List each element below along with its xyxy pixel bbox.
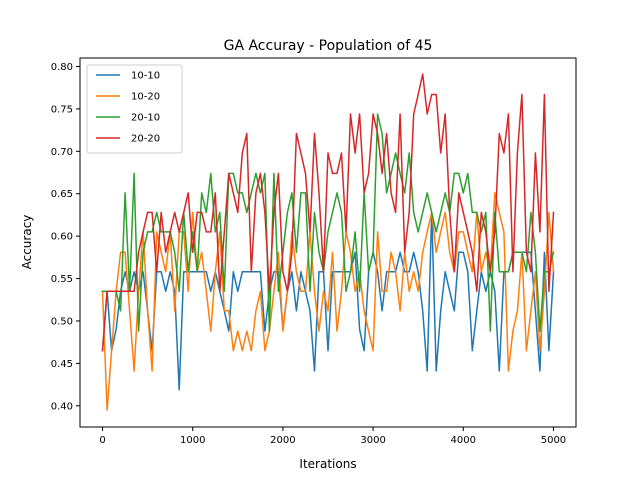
x-tick-label: 0 [99, 435, 105, 446]
y-tick-label: 0.50 [51, 316, 73, 327]
series-line-10-10 [101, 211, 555, 391]
series-line-10-20 [101, 192, 555, 411]
y-tick-label: 0.60 [51, 232, 73, 243]
y-tick-label: 0.55 [51, 274, 73, 285]
series-line-20-20 [101, 73, 555, 352]
legend-label-10-10: 10-10 [131, 71, 160, 82]
y-tick-label: 0.45 [51, 359, 73, 370]
y-tick-label: 0.65 [51, 189, 73, 200]
y-axis-ticks: 0.40 0.45 0.50 0.55 0.60 0.65 0.70 0.75 0.80 [51, 62, 80, 412]
y-tick-label: 0.70 [51, 147, 73, 158]
y-axis-label: Accuracy [20, 215, 34, 270]
legend: 10-10 10-20 20-10 20-20 [86, 64, 183, 154]
x-tick-label: 4000 [451, 435, 476, 446]
x-tick-label: 2000 [270, 435, 295, 446]
x-axis-label: Iterations [299, 457, 356, 471]
x-tick-label: 1000 [180, 435, 205, 446]
legend-label-10-20: 10-20 [131, 92, 160, 103]
x-tick-label: 3000 [360, 435, 385, 446]
series-group [101, 73, 555, 411]
x-tick-label: 5000 [541, 435, 566, 446]
legend-label-20-10: 20-10 [131, 113, 160, 124]
y-tick-label: 0.80 [51, 62, 73, 73]
plot-frame [79, 57, 577, 428]
legend-frame [86, 64, 183, 154]
y-tick-label: 0.75 [51, 104, 73, 115]
chart-title: GA Accuray - Population of 45 [224, 38, 433, 54]
x-axis-ticks: 0 1000 2000 3000 4000 5000 [99, 427, 566, 446]
y-tick-label: 0.40 [51, 401, 73, 412]
series-line-20-10 [101, 113, 555, 332]
legend-label-20-20: 20-20 [131, 134, 160, 145]
